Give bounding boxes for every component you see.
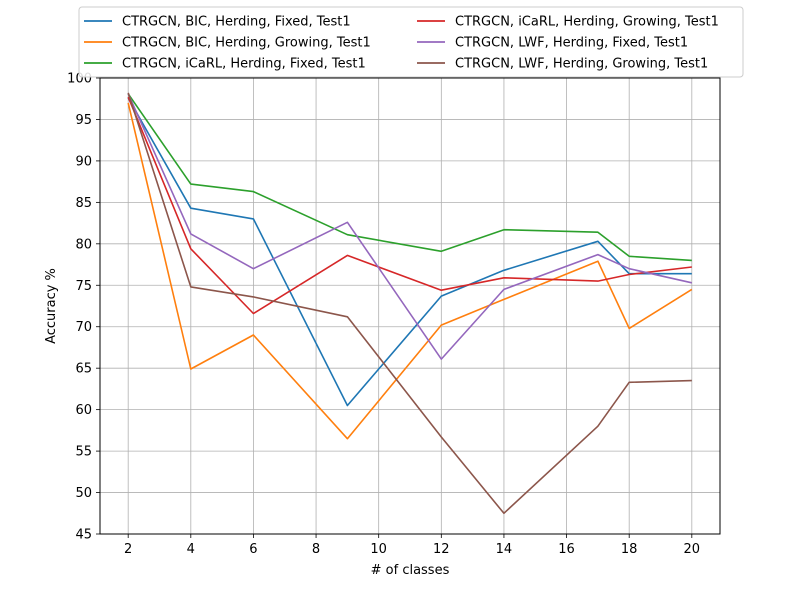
y-tick-label: 45 <box>75 528 92 543</box>
y-tick-label: 90 <box>75 154 92 169</box>
x-axis-label: # of classes <box>371 563 450 578</box>
series-lines <box>127 92 693 515</box>
y-tick-label: 75 <box>75 279 92 294</box>
x-tick-label: 20 <box>684 542 701 557</box>
y-tick-label: 85 <box>75 196 92 211</box>
legend-entry-label: CTRGCN, LWF, Herding, Fixed, Test1 <box>455 36 688 51</box>
series-line-6 <box>127 92 692 515</box>
legend-entry-label: CTRGCN, BIC, Herding, Fixed, Test1 <box>122 15 351 30</box>
y-tick-label: 50 <box>75 486 92 501</box>
series-line-4 <box>127 96 692 315</box>
y-tick-label: 80 <box>75 237 92 252</box>
legend: CTRGCN, BIC, Herding, Fixed, Test1 CTRGCN… <box>78 6 744 78</box>
series-line-2 <box>127 102 693 440</box>
legend-box <box>78 6 744 78</box>
x-tick-label: 12 <box>433 542 450 557</box>
legend-entry-label: CTRGCN, BIC, Herding, Growing, Test1 <box>122 36 371 51</box>
y-tick-label: 70 <box>75 320 92 335</box>
x-tick-label: 18 <box>621 542 638 557</box>
y-tick-label: 95 <box>75 113 92 128</box>
x-tick-label: 8 <box>312 542 320 557</box>
y-axis-label: Accuracy % <box>44 268 59 344</box>
x-tick-label: 2 <box>124 542 132 557</box>
y-tick-label: 55 <box>75 445 92 460</box>
legend-entry-label: CTRGCN, iCaRL, Herding, Fixed, Test1 <box>122 57 366 72</box>
plot-frame <box>99 77 721 535</box>
series-line-5 <box>127 93 692 360</box>
legend-entry-label: CTRGCN, LWF, Herding, Growing, Test1 <box>455 57 708 72</box>
x-tick-label: 16 <box>558 542 575 557</box>
y-tick-label: 65 <box>75 362 92 377</box>
x-tick-label: 4 <box>187 542 195 557</box>
y-tick-label: 60 <box>75 403 92 418</box>
axis-ticks: 2 4 6 8 10 12 14 16 18 20455055606570758085909510… <box>67 72 700 558</box>
x-tick-label: 14 <box>496 542 513 557</box>
x-tick-label: 6 <box>249 542 257 557</box>
x-tick-label: 10 <box>370 542 387 557</box>
legend-entry-label: CTRGCN, iCaRL, Herding, Growing, Test1 <box>455 15 719 30</box>
grid <box>100 77 720 535</box>
series-line-3 <box>127 93 692 262</box>
series-line-1 <box>127 97 692 407</box>
